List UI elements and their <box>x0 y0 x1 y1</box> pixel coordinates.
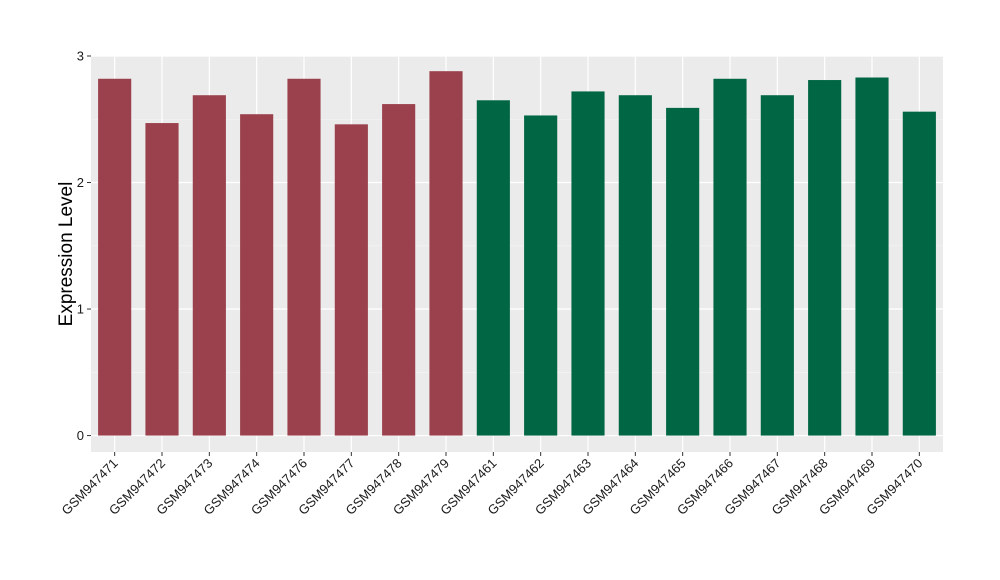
bar-GSM947466 <box>713 78 747 436</box>
y-tick-label: 1 <box>77 302 84 317</box>
bar-GSM947467 <box>760 95 794 436</box>
y-tick-label: 0 <box>77 428 84 443</box>
bar-GSM947477 <box>334 124 368 436</box>
bar-GSM947472 <box>145 123 179 436</box>
bar-GSM947468 <box>808 80 842 436</box>
bar-GSM947464 <box>618 95 652 436</box>
bars <box>98 71 936 436</box>
bar-GSM947473 <box>192 95 226 436</box>
bar-GSM947479 <box>429 71 463 436</box>
bar-GSM947476 <box>287 78 321 436</box>
y-axis-title: Expression Level <box>56 182 77 327</box>
bar-GSM947463 <box>571 91 605 436</box>
bar-GSM947470 <box>902 111 936 436</box>
bar-GSM947474 <box>240 114 274 436</box>
bar-GSM947465 <box>666 107 700 436</box>
bar-GSM947462 <box>524 115 558 436</box>
y-tick-label: 2 <box>77 175 84 190</box>
bar-GSM947469 <box>855 77 889 436</box>
plot-panel <box>91 56 943 452</box>
y-axis: 0 1 2 3 <box>77 49 91 443</box>
bar-GSM947461 <box>476 100 510 436</box>
bar-GSM947471 <box>98 78 132 436</box>
x-axis: GSM947471GSM947472GSM947473GSM947474GSM9… <box>59 452 925 518</box>
bar-GSM947478 <box>382 104 416 436</box>
y-tick-label: 3 <box>77 49 84 64</box>
